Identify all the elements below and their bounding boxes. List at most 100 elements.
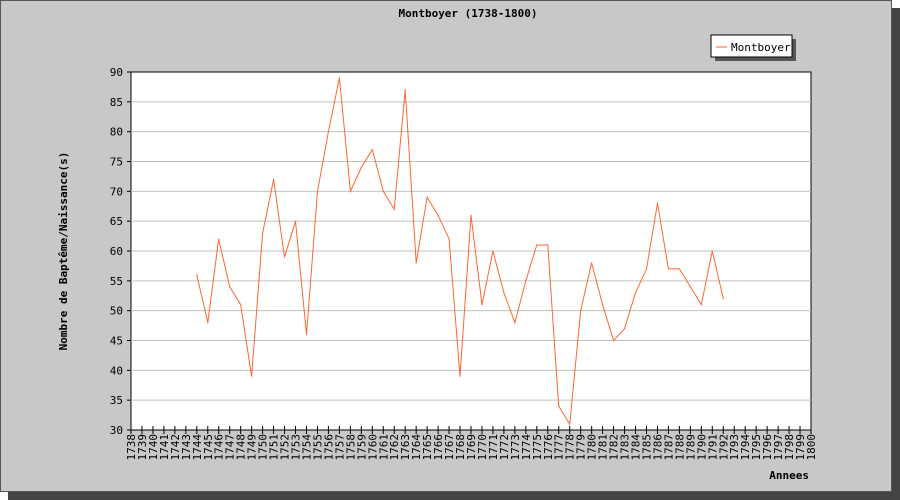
data-point (547, 244, 549, 246)
frame-shadow-bottom (8, 492, 900, 500)
data-point (360, 166, 362, 169)
x-tick-label: 1781 (597, 434, 610, 461)
data-point (437, 214, 439, 216)
data-point (382, 190, 384, 192)
x-tick-label: 1769 (465, 434, 478, 461)
data-point (634, 292, 637, 294)
data-point (700, 304, 702, 306)
data-point (338, 77, 340, 79)
x-tick-label: 1782 (608, 434, 621, 461)
x-tick-label: 1798 (783, 434, 796, 461)
x-tick-label: 1756 (322, 434, 335, 461)
x-tick-label: 1793 (728, 434, 741, 461)
x-tick-label: 1740 (147, 434, 160, 461)
x-tick-label: 1774 (520, 434, 533, 461)
x-tick-label: 1785 (640, 434, 653, 461)
x-tick-label: 1743 (180, 434, 193, 461)
x-tick-label: 1795 (750, 434, 763, 461)
data-point (492, 250, 494, 252)
x-tick-label: 1750 (257, 434, 270, 461)
x-tick-label: 1797 (772, 434, 785, 461)
data-point (525, 280, 527, 282)
x-tick-label: 1770 (476, 434, 489, 461)
data-point (689, 286, 691, 288)
data-point (240, 304, 242, 306)
y-tick-label: 45 (110, 335, 123, 348)
x-tick-label: 1748 (235, 434, 248, 461)
x-tick-label: 1799 (794, 434, 807, 461)
y-tick-label: 30 (110, 424, 123, 437)
data-point (207, 322, 209, 324)
x-tick-label: 1766 (432, 434, 445, 461)
y-axis: 30 35 40 45 50 55 60 65 70 75 80 85 90 (110, 66, 131, 437)
data-point (283, 256, 286, 258)
x-tick-label: 1760 (366, 434, 379, 461)
data-point (722, 298, 724, 300)
data-point (645, 268, 648, 270)
x-tick-label: 1754 (300, 434, 313, 461)
data-point (481, 304, 483, 306)
y-tick-label: 75 (110, 156, 123, 169)
data-point (415, 262, 417, 264)
data-point (623, 327, 626, 330)
data-point (262, 232, 264, 234)
data-point (349, 190, 351, 192)
x-tick-label: 1751 (268, 434, 281, 461)
y-tick-label: 40 (110, 364, 123, 377)
x-tick-label: 1764 (410, 434, 423, 461)
data-point (667, 268, 670, 270)
frame-shadow-right (892, 8, 900, 500)
x-tick-label: 1738 (125, 434, 138, 461)
legend-box (710, 34, 793, 58)
y-tick-label: 85 (110, 96, 123, 109)
data-point (426, 196, 428, 198)
x-tick-label: 1758 (344, 434, 357, 461)
data-point (536, 244, 538, 246)
x-tick-label: 1794 (739, 434, 752, 461)
data-point (448, 238, 450, 240)
x-axis-title: Annees (769, 469, 809, 482)
data-point (569, 423, 571, 425)
y-tick-label: 70 (110, 185, 123, 198)
y-axis-title: Nombre de Baptême/Naissance(s) (57, 152, 70, 351)
x-tick-label: 1784 (630, 434, 643, 461)
x-tick-label: 1745 (202, 434, 215, 461)
data-point (656, 202, 659, 204)
data-point (591, 262, 593, 264)
x-tick-label: 1746 (213, 434, 226, 461)
x-tick-label: 1749 (246, 434, 259, 461)
x-axis: 1738173917401741174217431744174517461747… (125, 426, 818, 461)
y-tick-label: 65 (110, 215, 123, 228)
x-tick-label: 1773 (509, 434, 522, 461)
data-point (580, 310, 582, 312)
x-tick-label: 1786 (651, 434, 664, 461)
data-point (294, 220, 297, 222)
x-tick-label: 1759 (355, 434, 368, 461)
data-point (196, 274, 198, 276)
x-tick-label: 1796 (761, 434, 774, 461)
data-point (404, 89, 406, 91)
data-point (371, 148, 373, 151)
x-tick-label: 1763 (399, 434, 412, 461)
x-tick-label: 1755 (311, 434, 324, 461)
data-point (327, 131, 330, 133)
x-tick-label: 1776 (542, 434, 555, 461)
data-point (393, 208, 395, 210)
data-point (602, 304, 604, 306)
y-tick-label: 80 (110, 126, 123, 139)
x-tick-label: 1765 (421, 434, 434, 461)
y-tick-label: 90 (110, 66, 123, 79)
x-tick-label: 1752 (279, 434, 292, 461)
data-point (711, 250, 713, 252)
x-tick-label: 1771 (487, 434, 500, 461)
x-tick-label: 1772 (498, 434, 511, 461)
chart-title: Montboyer (1738-1800) (398, 7, 537, 20)
x-tick-label: 1757 (333, 434, 346, 461)
x-tick-label: 1744 (191, 434, 204, 461)
x-tick-label: 1792 (717, 434, 730, 461)
legend-label: Montboyer (731, 41, 791, 54)
data-point (459, 375, 461, 377)
x-tick-label: 1778 (564, 434, 577, 461)
data-point (514, 322, 516, 324)
x-tick-label: 1775 (531, 434, 544, 461)
